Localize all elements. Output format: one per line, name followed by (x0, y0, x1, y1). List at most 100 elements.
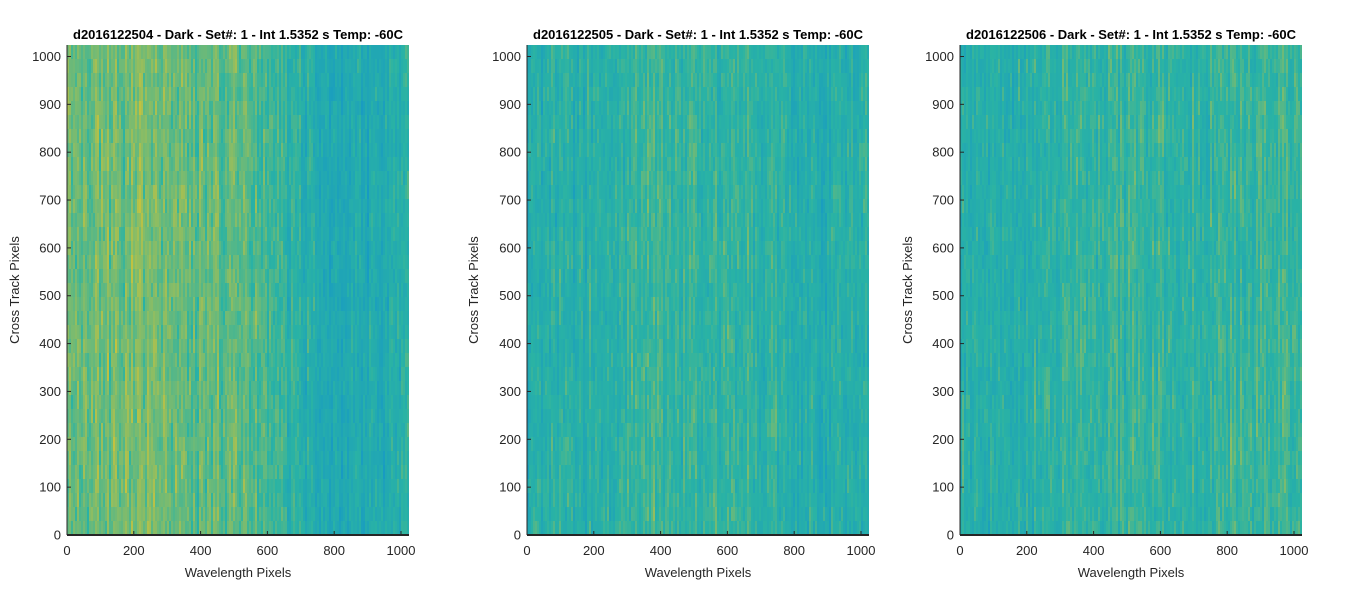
heatmap-cell (323, 171, 326, 186)
heatmap-cell (209, 213, 212, 228)
heatmap-cell (271, 129, 274, 144)
heatmap-cell (69, 493, 72, 508)
heatmap-cell (133, 507, 136, 522)
heatmap-cell (321, 199, 324, 214)
heatmap-cell (331, 409, 334, 424)
heatmap-cell (123, 143, 126, 158)
heatmap-cell (199, 311, 202, 326)
heatmap-cell (101, 115, 104, 130)
heatmap-cell (75, 521, 78, 535)
heatmap-cell (81, 143, 84, 158)
heatmap-cell (289, 409, 292, 424)
heatmap-cell (69, 101, 72, 116)
heatmap-cell (121, 227, 124, 242)
heatmap-cell (341, 437, 344, 452)
heatmap-cell (291, 73, 294, 88)
heatmap-cell (317, 437, 320, 452)
heatmap-cell (323, 409, 326, 424)
heatmap-cell (161, 73, 164, 88)
heatmap-cell (231, 143, 234, 158)
heatmap-cell (279, 199, 282, 214)
heatmap-cell (113, 157, 116, 172)
heatmap-cell (299, 465, 302, 480)
heatmap-cell (257, 59, 260, 74)
heatmap-cell (139, 241, 142, 256)
heatmap-cell (263, 409, 266, 424)
heatmap-cell (279, 283, 282, 298)
heatmap-cell (245, 507, 248, 522)
heatmap-cell (77, 409, 80, 424)
heatmap-cell (185, 353, 188, 368)
heatmap-cell (167, 325, 170, 340)
heatmap-cell (139, 381, 142, 396)
heatmap-cell (287, 143, 290, 158)
heatmap-cell (239, 87, 242, 102)
heatmap-cell (79, 59, 82, 74)
heatmap-cell (287, 297, 290, 312)
heatmap-cell (233, 521, 236, 535)
heatmap-cell (83, 241, 86, 256)
heatmap-cell (85, 423, 88, 438)
heatmap-cell (99, 297, 102, 312)
heatmap-cell (157, 521, 160, 535)
heatmap-cell (169, 73, 172, 88)
heatmap-cell (299, 353, 302, 368)
heatmap-cell (113, 199, 116, 214)
heatmap-cell (167, 115, 170, 130)
heatmap-cell (115, 45, 118, 60)
heatmap-cell (101, 129, 104, 144)
heatmap-cell (275, 339, 278, 354)
heatmap-cell (163, 241, 166, 256)
heatmap-cell (323, 199, 326, 214)
heatmap-cell (219, 353, 222, 368)
heatmap-cell (131, 409, 134, 424)
heatmap-cell (167, 409, 170, 424)
heatmap-cell (321, 213, 324, 228)
heatmap-cell (313, 171, 316, 186)
heatmap-cell (217, 101, 220, 116)
heatmap-cell (315, 101, 318, 116)
heatmap-cell (171, 423, 174, 438)
heatmap-cell (145, 423, 148, 438)
heatmap-cell (99, 101, 102, 116)
heatmap-cell (103, 185, 106, 200)
heatmap-cell (217, 157, 220, 172)
heatmap-cell (261, 451, 264, 466)
heatmap-cell (335, 73, 338, 88)
heatmap-cell (231, 451, 234, 466)
heatmap-cell (187, 507, 190, 522)
heatmap-cell (221, 115, 224, 130)
heatmap-cell (239, 325, 242, 340)
heatmap-cell (269, 199, 272, 214)
heatmap-cell (69, 521, 72, 535)
heatmap-cell (251, 227, 254, 242)
heatmap-cell (195, 283, 198, 298)
heatmap-cell (275, 381, 278, 396)
heatmap-cell (143, 381, 146, 396)
heatmap-cell (317, 395, 320, 410)
heatmap-cell (263, 353, 266, 368)
heatmap-cell (161, 409, 164, 424)
heatmap-cell (95, 255, 98, 270)
heatmap-cell (257, 283, 260, 298)
heatmap-cell (195, 367, 198, 382)
heatmap-cell (341, 73, 344, 88)
heatmap-cell (67, 297, 70, 312)
heatmap-cell (193, 283, 196, 298)
heatmap-cell (105, 409, 108, 424)
heatmap-cell (161, 199, 164, 214)
heatmap-cell (191, 493, 194, 508)
heatmap-cell (333, 409, 336, 424)
heatmap-cell (97, 171, 100, 186)
heatmap-cell (281, 143, 284, 158)
heatmap-cell (147, 521, 150, 535)
heatmap-cell (235, 199, 238, 214)
heatmap-cell (77, 45, 80, 60)
heatmap-cell (317, 311, 320, 326)
heatmap-cell (213, 353, 216, 368)
heatmap-cell (95, 521, 98, 535)
heatmap-cell (233, 213, 236, 228)
heatmap-cell (261, 367, 264, 382)
heatmap-cell (309, 297, 312, 312)
heatmap-cell (133, 255, 136, 270)
